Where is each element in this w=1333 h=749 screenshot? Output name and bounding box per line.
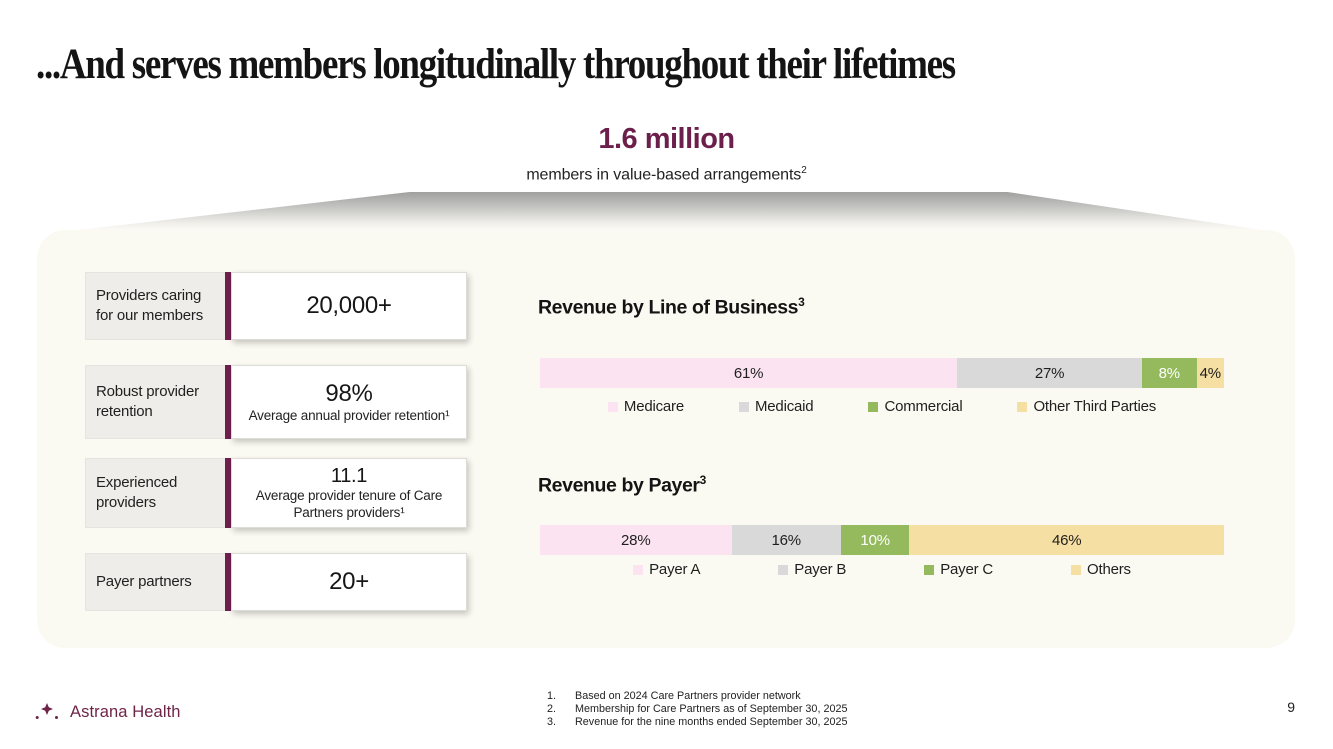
bar-segment-payer-b: 16%: [731, 525, 841, 555]
chart-title-text: Revenue by Line of Business: [538, 296, 799, 319]
bar-segment-payer-a: 28%: [540, 525, 732, 555]
legend-label: Commercial: [884, 398, 963, 415]
footnote-number: 1.: [547, 690, 557, 702]
legend-swatch: [778, 564, 789, 575]
hero-footnote-ref: 2: [801, 165, 807, 176]
legend-label: Medicaid: [755, 398, 814, 415]
stat-value-box: 98% Average annual provider retention¹: [231, 365, 467, 439]
chart-footnote-ref: 3: [699, 473, 707, 487]
stat-value-box: 20+: [231, 553, 467, 611]
stat-divider: [225, 458, 231, 528]
stacked-bar: 61% 27% 8% 4%: [540, 358, 1224, 388]
stat-value-box: 11.1 Average provider tenure of Care Part…: [231, 458, 467, 528]
legend-label: Payer C: [940, 561, 994, 578]
legend-swatch: [1017, 401, 1028, 412]
bar-segment-other-third-parties: 4%: [1196, 358, 1224, 388]
bar-segment-medicare: 61%: [540, 358, 958, 388]
stat-value: 11.1: [330, 464, 368, 487]
hero-callout: 1.6 million members in value-based arran…: [0, 123, 1333, 184]
bar-segment-commercial: 8%: [1141, 358, 1197, 388]
legend-label: Other Third Parties: [1033, 398, 1157, 415]
legend-item-other-third-parties: Other Third Parties: [1017, 398, 1156, 415]
footnote-row: 3. Revenue for the nine months ended Sept…: [547, 716, 848, 729]
footnote-row: 2. Membership for Care Partners as of Sep…: [547, 703, 848, 716]
hero-subtitle: members in value-based arrangements2: [0, 165, 1333, 184]
footnote-row: 1. Based on 2024 Care Partners provider n…: [547, 690, 848, 703]
stat-label: Robust provider retention: [85, 365, 225, 439]
legend-swatch: [868, 401, 879, 412]
stat-sub-label: Average annual provider retention¹: [248, 407, 450, 423]
legend-label: Payer A: [649, 561, 701, 578]
hero-headline: 1.6 million: [598, 123, 735, 155]
bar-segment-medicaid: 27%: [957, 358, 1142, 388]
stacked-bar: 28% 16% 10% 46%: [540, 525, 1224, 555]
stat-row-payer-partners: Payer partners 20+: [85, 553, 467, 611]
stat-value: 98%: [325, 379, 373, 407]
footnote-number: 2.: [547, 703, 557, 715]
legend-swatch: [607, 401, 618, 412]
legend-label: Medicare: [623, 398, 684, 415]
legend-label: Payer B: [794, 561, 847, 578]
stat-row-robust-provider-retention: Robust provider retention 98% Average annu…: [85, 365, 467, 439]
legend-item-commercial: Commercial: [868, 398, 963, 415]
legend-label: Others: [1087, 561, 1131, 578]
stat-value: 20+: [329, 568, 369, 595]
footnotes: 1. Based on 2024 Care Partners provider n…: [547, 690, 848, 729]
stat-sub-label: Average provider tenure of Care Partners…: [255, 487, 443, 520]
stats-column: Providers caring for our members 20,000+ R…: [85, 272, 467, 611]
legend-item-medicaid: Medicaid: [739, 398, 814, 415]
footnote-text: Membership for Care Partners as of Septe…: [575, 703, 848, 715]
content-panel: Providers caring for our members 20,000+ R…: [37, 230, 1295, 648]
legend-swatch: [739, 401, 749, 412]
footnote-text: Based on 2024 Care Partners provider net…: [575, 690, 801, 702]
legend-item-payer-a: Payer A: [633, 561, 700, 578]
stat-divider: [225, 272, 231, 340]
funnel-shape: [78, 192, 1262, 230]
stat-value-box: 20,000+: [231, 272, 467, 340]
astrana-logo-icon: [35, 703, 58, 719]
stat-label: Experienced providers: [85, 458, 225, 528]
legend-item-medicare: Medicare: [607, 398, 684, 415]
slide-title: ...And serves members longitudinally thr…: [36, 41, 956, 88]
stat-row-experienced-providers: Experienced providers 11.1 Average provide…: [85, 458, 467, 528]
legend-item-others: Others: [1071, 561, 1131, 578]
stat-row-providers-caring-for-our-members: Providers caring for our members 20,000+: [85, 272, 467, 340]
legend-item-payer-b: Payer B: [778, 561, 846, 578]
stat-label: Payer partners: [85, 553, 225, 611]
page-number: 9: [1287, 699, 1295, 715]
chart-footnote-ref: 3: [798, 295, 805, 309]
legend-item-payer-c: Payer C: [924, 561, 993, 578]
chart-title: Revenue by Line of Business3: [538, 295, 805, 320]
footnote-number: 3.: [547, 716, 557, 728]
stat-divider: [225, 365, 231, 439]
legend-swatch: [1071, 564, 1082, 575]
chart-legend: Medicare Medicaid Commercial Other Third Pa…: [540, 398, 1224, 415]
chart-title: Revenue by Payer3: [538, 473, 706, 498]
hero-subtitle-text: members in value-based arrangements: [526, 166, 802, 184]
stat-label: Providers caring for our members: [85, 272, 225, 340]
logo-text: Astrana Health: [70, 702, 181, 721]
bar-segment-others: 46%: [909, 525, 1224, 555]
chart-title-text: Revenue by Payer: [538, 474, 700, 497]
legend-swatch: [924, 564, 935, 575]
legend-swatch: [633, 564, 644, 575]
stat-value: 20,000+: [306, 292, 392, 319]
bar-segment-payer-c: 10%: [840, 525, 910, 555]
astrana-health-logo: Astrana Health: [34, 702, 181, 722]
stat-divider: [225, 553, 231, 611]
footnote-text: Revenue for the nine months ended Septem…: [575, 716, 848, 728]
chart-legend: Payer A Payer B Payer C Others: [540, 561, 1224, 578]
